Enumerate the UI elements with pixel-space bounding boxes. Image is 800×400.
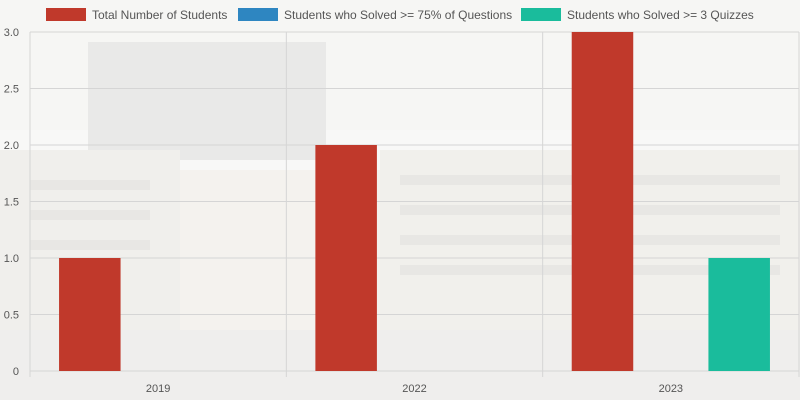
grid xyxy=(29,31,800,377)
y-tick-label: 0.5 xyxy=(4,310,19,322)
x-tick-label: 2022 xyxy=(402,383,426,395)
y-axis: 0 0.5 1.0 1.5 2.0 2.5 3.0 xyxy=(4,27,19,378)
legend-swatch[interactable] xyxy=(238,8,278,21)
legend-swatch[interactable] xyxy=(521,8,561,21)
bar[interactable] xyxy=(59,258,121,371)
y-tick-label: 1.0 xyxy=(4,253,19,265)
legend-swatch[interactable] xyxy=(46,8,86,21)
legend-label[interactable]: Students who Solved >= 75% of Questions xyxy=(284,8,512,22)
bar[interactable] xyxy=(708,258,770,371)
y-tick-label: 0 xyxy=(13,366,19,378)
legend-label[interactable]: Students who Solved >= 3 Quizzes xyxy=(567,8,754,22)
x-tick-label: 2023 xyxy=(659,383,683,395)
bar[interactable] xyxy=(571,32,634,371)
legend: Total Number of Students Students who Sol… xyxy=(46,8,754,22)
y-tick-label: 2.0 xyxy=(4,140,19,152)
y-tick-label: 1.5 xyxy=(4,197,19,209)
legend-label[interactable]: Total Number of Students xyxy=(92,8,227,22)
x-axis: 2019 2022 2023 xyxy=(146,383,683,395)
bars xyxy=(59,32,770,371)
y-tick-label: 3.0 xyxy=(4,27,19,39)
bar[interactable] xyxy=(315,145,377,371)
y-tick-label: 2.5 xyxy=(4,84,19,96)
x-tick-label: 2019 xyxy=(146,383,170,395)
